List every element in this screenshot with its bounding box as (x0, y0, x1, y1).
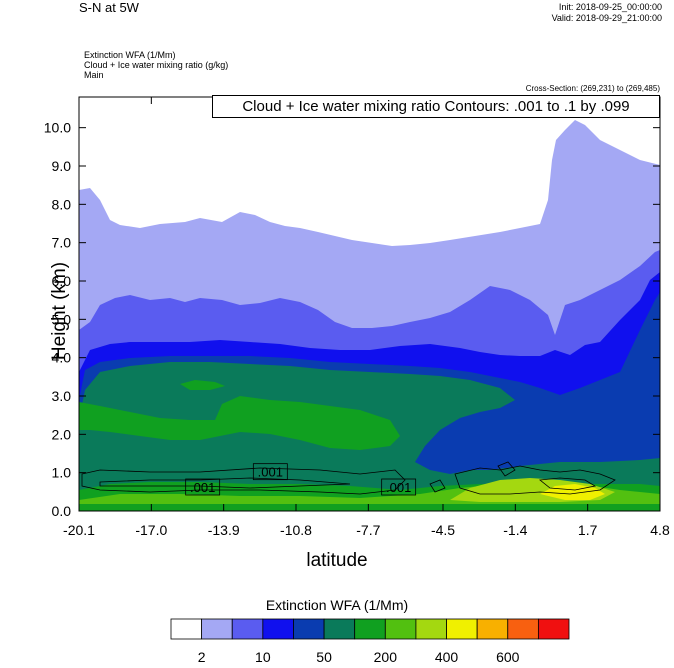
colorbar-tick-label: 400 (435, 649, 459, 665)
x-tick-label: 4.8 (650, 522, 670, 538)
plot-title: S-N at 5W (79, 0, 139, 15)
y-axis-label: Height (km) (49, 261, 70, 361)
band-green-2 (180, 380, 225, 390)
contour-label-box (185, 478, 221, 496)
colorbar-swatch (201, 618, 233, 640)
colorbar-swatch (354, 618, 386, 640)
contour-line-4 (538, 477, 597, 491)
y-tick-label: 4.0 (52, 350, 72, 366)
colorbar: 2 10 50 200 400 600 (170, 618, 570, 665)
x-tick-label: -10.8 (280, 522, 312, 538)
field-line-2: Cloud + Ice water mixing ratio (g/kg) (84, 60, 229, 70)
y-axis: 0.0 1.0 2.0 3.0 4.0 5.0 6.0 7.0 8.0 9.0 10.0 (44, 120, 660, 519)
colorbar-swatch (415, 618, 447, 640)
field-line-3: Main (84, 70, 104, 80)
contour-value-labels: .001 .001 .001 (185, 463, 417, 496)
contour-lines (81, 461, 616, 495)
y-tick-label: 7.0 (52, 235, 72, 251)
band-yellow (540, 484, 605, 500)
x-tick-label: -4.5 (431, 522, 455, 538)
x-tick-label: -7.7 (356, 522, 380, 538)
cross-section-label: Cross-Section: (269,231) to (269,485) (525, 84, 660, 93)
x-tick-label: -1.4 (503, 522, 527, 538)
x-axis: -20.1 -17.0 -13.9 -10.8 -7.7 -4.5 -1.4 1.7 4.8 (63, 97, 670, 538)
colorbar-swatch (476, 618, 509, 640)
colorbar-swatch (170, 618, 203, 640)
field-line-1: Extinction WFA (1/Mm) (84, 50, 176, 60)
x-tick-label: -17.0 (135, 522, 167, 538)
y-tick-label: 3.0 (52, 388, 72, 404)
colorbar-tick-label: 50 (316, 649, 332, 665)
x-tick-label: 1.7 (578, 522, 598, 538)
contour-label: .001 (190, 480, 215, 495)
band-green-1 (79, 396, 400, 450)
contour-line-2 (99, 477, 351, 489)
valid-time: Valid: 2018-09-29_21:00:00 (551, 13, 662, 23)
y-tick-label: 5.0 (52, 311, 72, 327)
band-ground (79, 504, 660, 511)
colorbar-tick-label: 10 (255, 649, 271, 665)
colorbar-tick-label: 600 (496, 649, 520, 665)
init-time: Init: 2018-09-25_00:00:00 (558, 2, 662, 12)
y-tick-label: 9.0 (52, 158, 72, 174)
x-tick-label: -13.9 (208, 522, 240, 538)
y-tick-label: 10.0 (44, 120, 71, 136)
colorbar-swatch (537, 618, 570, 640)
colorbar-tick-label: 200 (374, 649, 398, 665)
colorbar-swatch (262, 618, 294, 640)
contour-line-5 (429, 479, 446, 493)
field-description: Extinction WFA (1/Mm) Cloud + Ice water … (84, 50, 228, 80)
y-tick-label: 2.0 (52, 426, 72, 442)
colorbar-swatch (507, 618, 539, 640)
contour-line-1 (81, 467, 406, 495)
colorbar-tick-label: 2 (198, 649, 206, 665)
contour-label: .001 (258, 465, 283, 480)
contour-label-box (252, 463, 288, 481)
colorbar-swatch (446, 618, 478, 640)
x-tick-label: -20.1 (63, 522, 95, 538)
colorbar-swatch (323, 618, 356, 640)
contour-label: .001 (386, 480, 411, 495)
contour-line-3 (454, 465, 616, 495)
y-tick-label: 1.0 (52, 465, 72, 481)
colorbar-swatch (293, 618, 325, 640)
x-axis-label: latitude (306, 550, 368, 571)
y-tick-label: 6.0 (52, 273, 72, 289)
y-tick-label: 0.0 (52, 503, 72, 519)
contour-line-6 (497, 461, 516, 477)
contour-info-box: Cloud + Ice water mixing ratio Contours:… (212, 95, 660, 118)
contour-fill (79, 97, 660, 511)
colorbar-swatch (384, 618, 417, 640)
time-info: Init: 2018-09-25_00:00:00 Valid: 2018-09… (552, 2, 662, 24)
colorbar-swatch (231, 618, 264, 640)
y-tick-label: 8.0 (52, 196, 72, 212)
contour-label-box (381, 478, 417, 496)
colorbar-title: Extinction WFA (1/Mm) (265, 597, 409, 613)
